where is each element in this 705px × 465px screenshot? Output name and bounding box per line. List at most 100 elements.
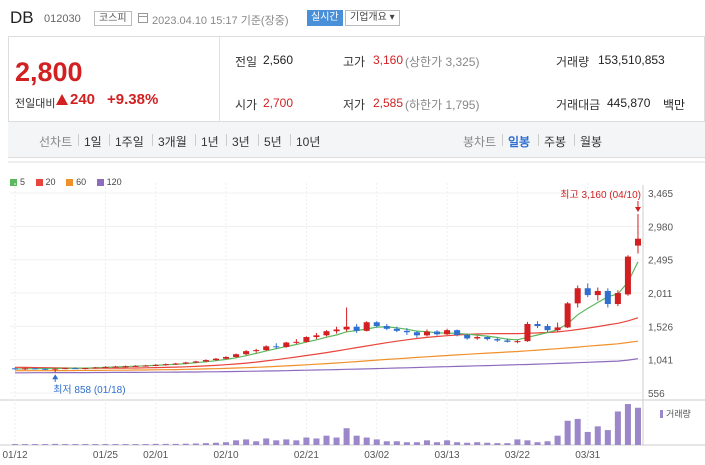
high-cell: 고가 3,160 (상한가 3,325): [343, 53, 479, 70]
candle: [353, 323, 360, 333]
high-arrowhead: [634, 206, 641, 212]
candle-body: [544, 326, 551, 331]
volume-bar: [152, 443, 159, 445]
candle: [253, 348, 260, 353]
x-tick-label: 01/25: [93, 450, 118, 461]
volume-bar: [243, 439, 250, 445]
candle: [614, 290, 621, 307]
tab-period-5y[interactable]: 5년: [264, 135, 282, 149]
candle: [423, 329, 430, 337]
volume-bar: [444, 440, 451, 445]
x-tick-label: 02/01: [143, 450, 168, 461]
chart-tabs: 선차트 1일 1주일 3개월 1년 3년 5년 10년 봉차트 일봉 주봉 월봉: [8, 122, 705, 158]
volume-bars: [12, 404, 641, 445]
tab-period-1d[interactable]: 1일: [84, 135, 102, 149]
stock-header: DB 012030 코스피 2023.04.10 15:17 기준(장중) 실시…: [0, 0, 705, 36]
volume-bar: [604, 430, 611, 445]
tab-period-3y[interactable]: 3년: [232, 135, 250, 149]
candle: [363, 321, 370, 332]
up-triangle-icon: [56, 94, 68, 105]
volume-bar: [554, 435, 561, 445]
candle: [534, 321, 541, 329]
volume-bar: [624, 404, 631, 445]
candle: [413, 330, 420, 338]
tab-weekly-candle[interactable]: 주봉: [544, 135, 567, 149]
legend-label: 120: [106, 177, 122, 187]
volume-bar: [594, 426, 601, 445]
candle: [594, 287, 601, 301]
candle: [454, 329, 461, 337]
y-tick-label: 3,465: [648, 189, 673, 200]
tab-divider: [226, 134, 227, 146]
volume-bar: [42, 444, 49, 445]
quote-panel: 2,800 전일대비 240 +9.38% 전일 2,560 고가 3,160 …: [8, 36, 705, 122]
realtime-button[interactable]: 실시간: [307, 10, 343, 26]
candle: [72, 367, 79, 370]
candle-body: [32, 368, 39, 370]
candle: [313, 332, 320, 340]
volume-bar: [12, 444, 19, 445]
tab-period-1w[interactable]: 1주일: [115, 135, 144, 149]
calendar-icon: [138, 13, 148, 23]
candle: [444, 328, 451, 335]
ma20-line: [14, 317, 639, 369]
legend-ma20: 20: [35, 177, 56, 187]
volume-bar: [62, 444, 69, 445]
candle-body: [373, 322, 380, 327]
candle-body: [253, 350, 260, 352]
volume-bar: [192, 443, 199, 445]
candle: [263, 345, 270, 351]
candle: [564, 301, 571, 329]
divider: [219, 37, 220, 121]
candle: [12, 367, 19, 370]
candle-body: [22, 368, 29, 370]
volume-bar: [574, 418, 581, 445]
volume-bar: [172, 443, 179, 445]
tab-period-10y[interactable]: 10년: [296, 135, 321, 149]
candle: [233, 353, 240, 358]
candle-body: [212, 358, 219, 361]
volume-bar: [403, 442, 410, 445]
candle-body: [403, 330, 410, 333]
candle: [112, 365, 119, 368]
open-cell: 시가 2,700: [235, 96, 293, 113]
tab-divider: [574, 134, 575, 146]
candle-body: [52, 368, 59, 370]
candle: [624, 255, 631, 296]
price-change: 240: [70, 91, 96, 108]
candle: [303, 336, 310, 343]
candle: [604, 288, 611, 308]
volume-bar: [464, 442, 471, 445]
candle: [192, 360, 199, 364]
volume-bar: [474, 442, 481, 445]
candle: [132, 365, 139, 367]
candlestick-chart[interactable]: 3,465 2,980 2,495 2,011 1,526 1,041 556 01/12 01…: [0, 160, 705, 465]
volume-bar: [273, 440, 280, 445]
candle-body: [12, 368, 19, 370]
x-tick-label: 01/12: [3, 450, 28, 461]
turnover-label: 거래대금: [556, 98, 601, 112]
volume-bar: [212, 442, 219, 445]
candle-body: [313, 335, 320, 338]
high-annotation: 최고 3,160 (04/10): [560, 189, 641, 201]
tab-daily-candle[interactable]: 일봉: [508, 135, 531, 149]
x-tick-label: 02/10: [214, 450, 239, 461]
candle: [162, 363, 169, 366]
tab-period-3m[interactable]: 3개월: [158, 135, 187, 149]
prev-close-value: 2,560: [263, 53, 294, 67]
x-tick-label: 03/22: [505, 450, 530, 461]
tab-divider: [290, 134, 291, 146]
high-label: 고가: [343, 55, 366, 69]
tab-period-1y[interactable]: 1년: [201, 135, 219, 149]
upper-limit: (상한가 3,325): [405, 55, 480, 69]
candle: [243, 350, 250, 356]
volume-label: 거래량: [556, 55, 590, 69]
chart-grid: [0, 161, 705, 446]
volume-bar: [22, 444, 29, 445]
candle: [82, 367, 89, 370]
company-info-dropdown[interactable]: 기업개요 ▾: [345, 10, 400, 26]
candle: [223, 356, 230, 360]
legend-label: 60: [76, 177, 87, 187]
candle-body: [353, 326, 360, 331]
tab-monthly-candle[interactable]: 월봉: [580, 135, 603, 149]
